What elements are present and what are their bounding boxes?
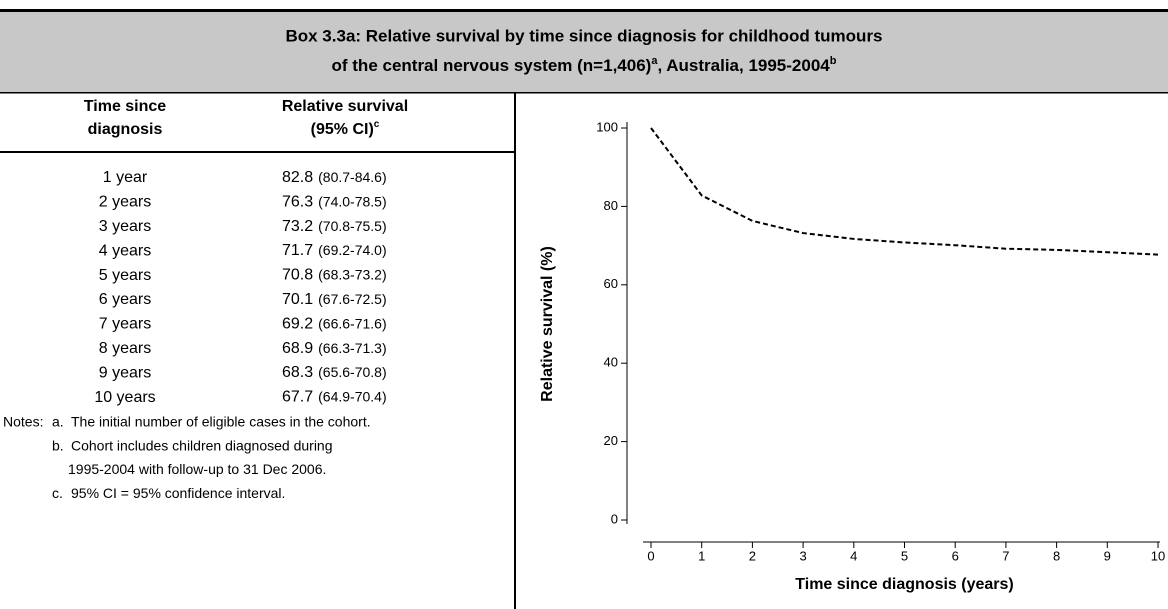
column-header: Time since (84, 98, 167, 115)
header-band (0, 10, 1168, 93)
survival-value: 73.2 (282, 218, 313, 235)
confidence-interval: (70.8-75.5) (318, 218, 386, 234)
row-label: 10 years (94, 389, 155, 406)
x-tick-label: 9 (1104, 548, 1111, 563)
survival-value: 70.8 (282, 267, 313, 284)
x-tick-label: 8 (1053, 548, 1060, 563)
y-axis-title: Relative survival (%) (539, 246, 556, 402)
row-label: 7 years (99, 316, 151, 333)
survival-value: 82.8 (282, 169, 313, 186)
confidence-interval: (66.6-71.6) (318, 315, 386, 331)
confidence-interval: (64.9-70.4) (318, 388, 386, 404)
title-text: of the central nervous system (n=1,406) (332, 56, 652, 75)
x-tick-label: 6 (952, 548, 959, 563)
row-label: 3 years (99, 218, 151, 235)
x-tick-label: 5 (901, 548, 908, 563)
y-tick-label: 60 (604, 276, 618, 291)
title-line: of the central nervous system (n=1,406)a… (332, 55, 837, 76)
title-text: , Australia, 1995-2004 (657, 56, 830, 75)
confidence-interval: (65.6-70.8) (318, 364, 386, 380)
note-text: 1995-2004 with follow-up to 31 Dec 2006. (68, 461, 326, 477)
note-marker: b. (52, 437, 64, 453)
y-tick-label: 20 (604, 433, 618, 448)
x-tick-label: 3 (799, 548, 806, 563)
x-axis-title: Time since diagnosis (years) (795, 576, 1013, 593)
note-text: 95% CI = 95% confidence interval. (71, 485, 285, 501)
x-tick-label: 0 (647, 548, 654, 563)
column-header-text: diagnosis (88, 121, 163, 138)
notes-label: Notes: (3, 414, 43, 430)
row-value: 68.3 (65.6-70.8) (282, 364, 387, 382)
x-tick-label: 10 (1151, 548, 1165, 563)
confidence-interval: (80.7-84.6) (318, 169, 386, 185)
column-header-text: (95% CI) (311, 121, 374, 138)
row-value: 67.7 (64.9-70.4) (282, 388, 387, 406)
confidence-interval: (66.3-71.3) (318, 340, 386, 356)
survival-value: 70.1 (282, 291, 313, 308)
divider (514, 93, 516, 609)
confidence-interval: (68.3-73.2) (318, 266, 386, 282)
header-bottom-rule (0, 92, 1168, 94)
x-tick-label: 1 (698, 548, 705, 563)
row-label: 2 years (99, 194, 151, 211)
note-marker: c. (52, 485, 63, 501)
row-label: 6 years (99, 291, 151, 308)
y-tick-label: 100 (596, 119, 618, 134)
x-tick-label: 4 (850, 548, 857, 563)
column-header: (95% CI)c (311, 119, 380, 138)
row-label: 4 years (99, 242, 151, 259)
survival-line (650, 127, 1159, 256)
note-text: Cohort includes children diagnosed durin… (71, 437, 333, 453)
column-header-text: Time since (84, 98, 167, 115)
survival-value: 67.7 (282, 389, 313, 406)
y-tick-label: 80 (604, 198, 618, 213)
title-sup: b (830, 55, 837, 67)
table-header-rule (0, 151, 515, 153)
confidence-interval: (74.0-78.5) (318, 193, 386, 209)
title-line: Box 3.3a: Relative survival by time sinc… (285, 26, 882, 45)
column-header: Relative survival (282, 98, 408, 115)
row-value: 82.8 (80.7-84.6) (282, 169, 387, 187)
row-value: 71.7 (69.2-74.0) (282, 242, 387, 260)
x-tick-label: 7 (1002, 548, 1009, 563)
survival-value: 76.3 (282, 194, 313, 211)
survival-value: 71.7 (282, 242, 313, 259)
confidence-interval: (67.6-72.5) (318, 291, 386, 307)
column-header: diagnosis (88, 121, 163, 138)
row-value: 68.9 (66.3-71.3) (282, 340, 387, 358)
row-value: 70.1 (67.6-72.5) (282, 291, 387, 309)
row-value: 69.2 (66.6-71.6) (282, 315, 387, 333)
header-top-rule (0, 9, 1168, 12)
survival-value: 69.2 (282, 316, 313, 333)
row-label: 1 year (103, 169, 148, 186)
row-value: 76.3 (74.0-78.5) (282, 193, 387, 211)
row-label: 8 years (99, 340, 151, 357)
row-value: 73.2 (70.8-75.5) (282, 218, 387, 236)
note-text: The initial number of eligible cases in … (71, 414, 371, 430)
survival-value: 68.9 (282, 340, 313, 357)
y-tick-label: 40 (604, 355, 618, 370)
y-tick-label: 0 (611, 511, 618, 526)
x-tick-label: 2 (749, 548, 756, 563)
column-header-sup: c (374, 119, 380, 130)
title-sup: a (651, 55, 658, 67)
survival-value: 68.3 (282, 364, 313, 381)
note-marker: a. (52, 414, 64, 430)
column-header-text: Relative survival (282, 98, 408, 115)
row-value: 70.8 (68.3-73.2) (282, 266, 387, 284)
confidence-interval: (69.2-74.0) (318, 242, 386, 258)
row-label: 9 years (99, 364, 151, 381)
row-label: 5 years (99, 267, 151, 284)
